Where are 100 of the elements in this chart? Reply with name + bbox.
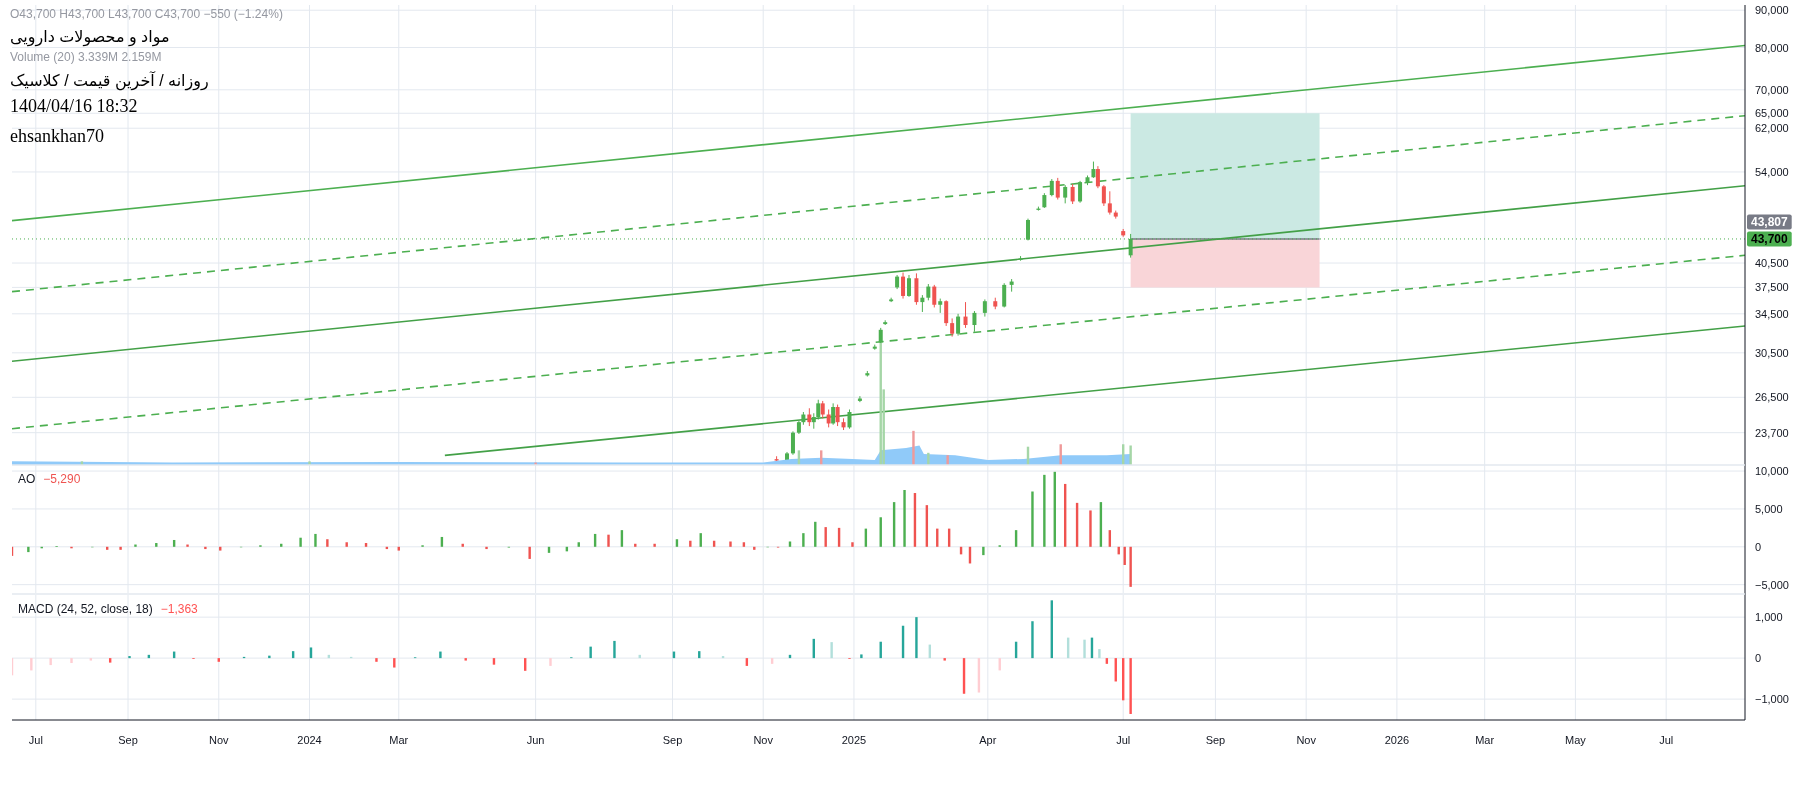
- y-tick-label: 26,500: [1755, 391, 1789, 404]
- bar: [1129, 546, 1132, 587]
- bar: [742, 542, 746, 547]
- ref-line-label: 43,700: [1751, 232, 1789, 247]
- bar: [1083, 639, 1086, 659]
- annotation: 1404/04/16 18:32: [10, 96, 138, 117]
- x-tick-label: 2024: [297, 734, 322, 746]
- bar: [485, 546, 488, 550]
- annotation: ehsankhan70: [10, 126, 104, 147]
- bar: [802, 533, 805, 547]
- text: روزانه / آخرین قیمت / کلاسیک: [10, 71, 209, 91]
- y-tick-label: 65,000: [1755, 107, 1789, 120]
- bar: [528, 546, 531, 559]
- bar: [70, 658, 73, 664]
- y-tick-label: 90,000: [1755, 4, 1789, 17]
- x-tick-label: Jul: [1659, 734, 1674, 746]
- candlestick: [944, 299, 949, 327]
- candlestick: [914, 272, 919, 306]
- candlestick: [1055, 177, 1060, 201]
- text: مواد و محصولات دارویی: [10, 28, 170, 47]
- bar: [788, 541, 792, 547]
- bar: [613, 640, 616, 659]
- bar: [830, 642, 833, 659]
- bar: [326, 539, 329, 547]
- bar: [903, 489, 906, 547]
- bar: [439, 651, 442, 659]
- bar: [204, 546, 207, 550]
- candlestick: [1002, 282, 1007, 308]
- bar: [1098, 649, 1101, 659]
- candlestick: [1107, 190, 1112, 216]
- y-tick-label: 34,500: [1755, 307, 1789, 320]
- bar: [824, 527, 827, 547]
- bar: [860, 654, 863, 659]
- bar: [653, 543, 656, 547]
- bar: [1031, 491, 1034, 547]
- bar: [186, 544, 189, 547]
- bar: [314, 533, 317, 547]
- candlestick: [847, 409, 852, 430]
- bar: [607, 534, 610, 547]
- y-tick-label: −1,000: [1755, 693, 1789, 706]
- y-tick-label: −5,000: [1755, 578, 1789, 591]
- bar: [689, 540, 692, 547]
- bar: [89, 658, 93, 661]
- annotation: −1,363: [160, 602, 199, 616]
- y-tick-label: 62,000: [1755, 122, 1789, 135]
- x-tick-label: May: [1565, 734, 1587, 746]
- y-tick-label: 70,000: [1755, 83, 1789, 96]
- bar: [1031, 621, 1034, 659]
- bar: [982, 546, 985, 556]
- candlestick: [835, 404, 840, 427]
- bar: [729, 541, 732, 547]
- y-tick-label: 54,000: [1755, 165, 1789, 178]
- candlestick: [1078, 180, 1083, 204]
- candlestick: [790, 430, 795, 456]
- x-tick-label: Apr: [979, 734, 997, 746]
- candlestick: [889, 297, 894, 303]
- bar: [119, 546, 122, 550]
- bar: [134, 544, 137, 547]
- bar: [393, 658, 396, 668]
- bar: [375, 658, 378, 662]
- bar: [1129, 658, 1132, 714]
- bar: [589, 646, 592, 659]
- text: MACD (24, 52, close, 18): [18, 602, 153, 616]
- x-tick-label: 2026: [1384, 734, 1410, 746]
- x-tick-label: Jun: [526, 734, 545, 746]
- bar: [49, 658, 52, 666]
- candlestick: [932, 284, 937, 308]
- candlestick: [901, 272, 906, 300]
- bar: [915, 617, 918, 659]
- annotation: O43,700 H43,700 L43,700 C43,700 −550 (−1.24%): [10, 7, 283, 22]
- bar: [308, 461, 311, 465]
- candlestick: [1095, 165, 1100, 189]
- y-tick-label: 10,000: [1755, 465, 1789, 478]
- bar: [268, 655, 271, 659]
- y-tick-label: 0: [1755, 540, 1762, 553]
- bar: [851, 542, 854, 547]
- y-tick-label: 37,500: [1755, 281, 1789, 294]
- x-tick-label: Jul: [28, 734, 43, 746]
- bar: [912, 430, 915, 465]
- bar: [946, 455, 949, 465]
- candlestick: [956, 313, 961, 337]
- annotation: −5,290: [43, 472, 81, 486]
- y-tick-label: 1,000: [1755, 611, 1783, 624]
- bar: [1089, 510, 1092, 547]
- candlestick: [1070, 183, 1075, 205]
- bar: [1129, 445, 1132, 465]
- x-tick-label: Nov: [1296, 734, 1317, 746]
- x-tick-label: Nov: [753, 734, 774, 746]
- bar: [943, 658, 946, 661]
- bar: [577, 542, 580, 547]
- bar: [27, 546, 30, 553]
- bar: [299, 537, 302, 547]
- x-tick-label: Sep: [118, 734, 138, 746]
- y-tick-label: 0: [1755, 652, 1762, 665]
- candlestick: [972, 310, 977, 333]
- bar: [464, 658, 467, 661]
- candlestick: [1063, 184, 1068, 204]
- x-tick-label: Sep: [1205, 734, 1226, 746]
- x-tick-label: Nov: [208, 734, 230, 746]
- candlestick: [963, 301, 968, 329]
